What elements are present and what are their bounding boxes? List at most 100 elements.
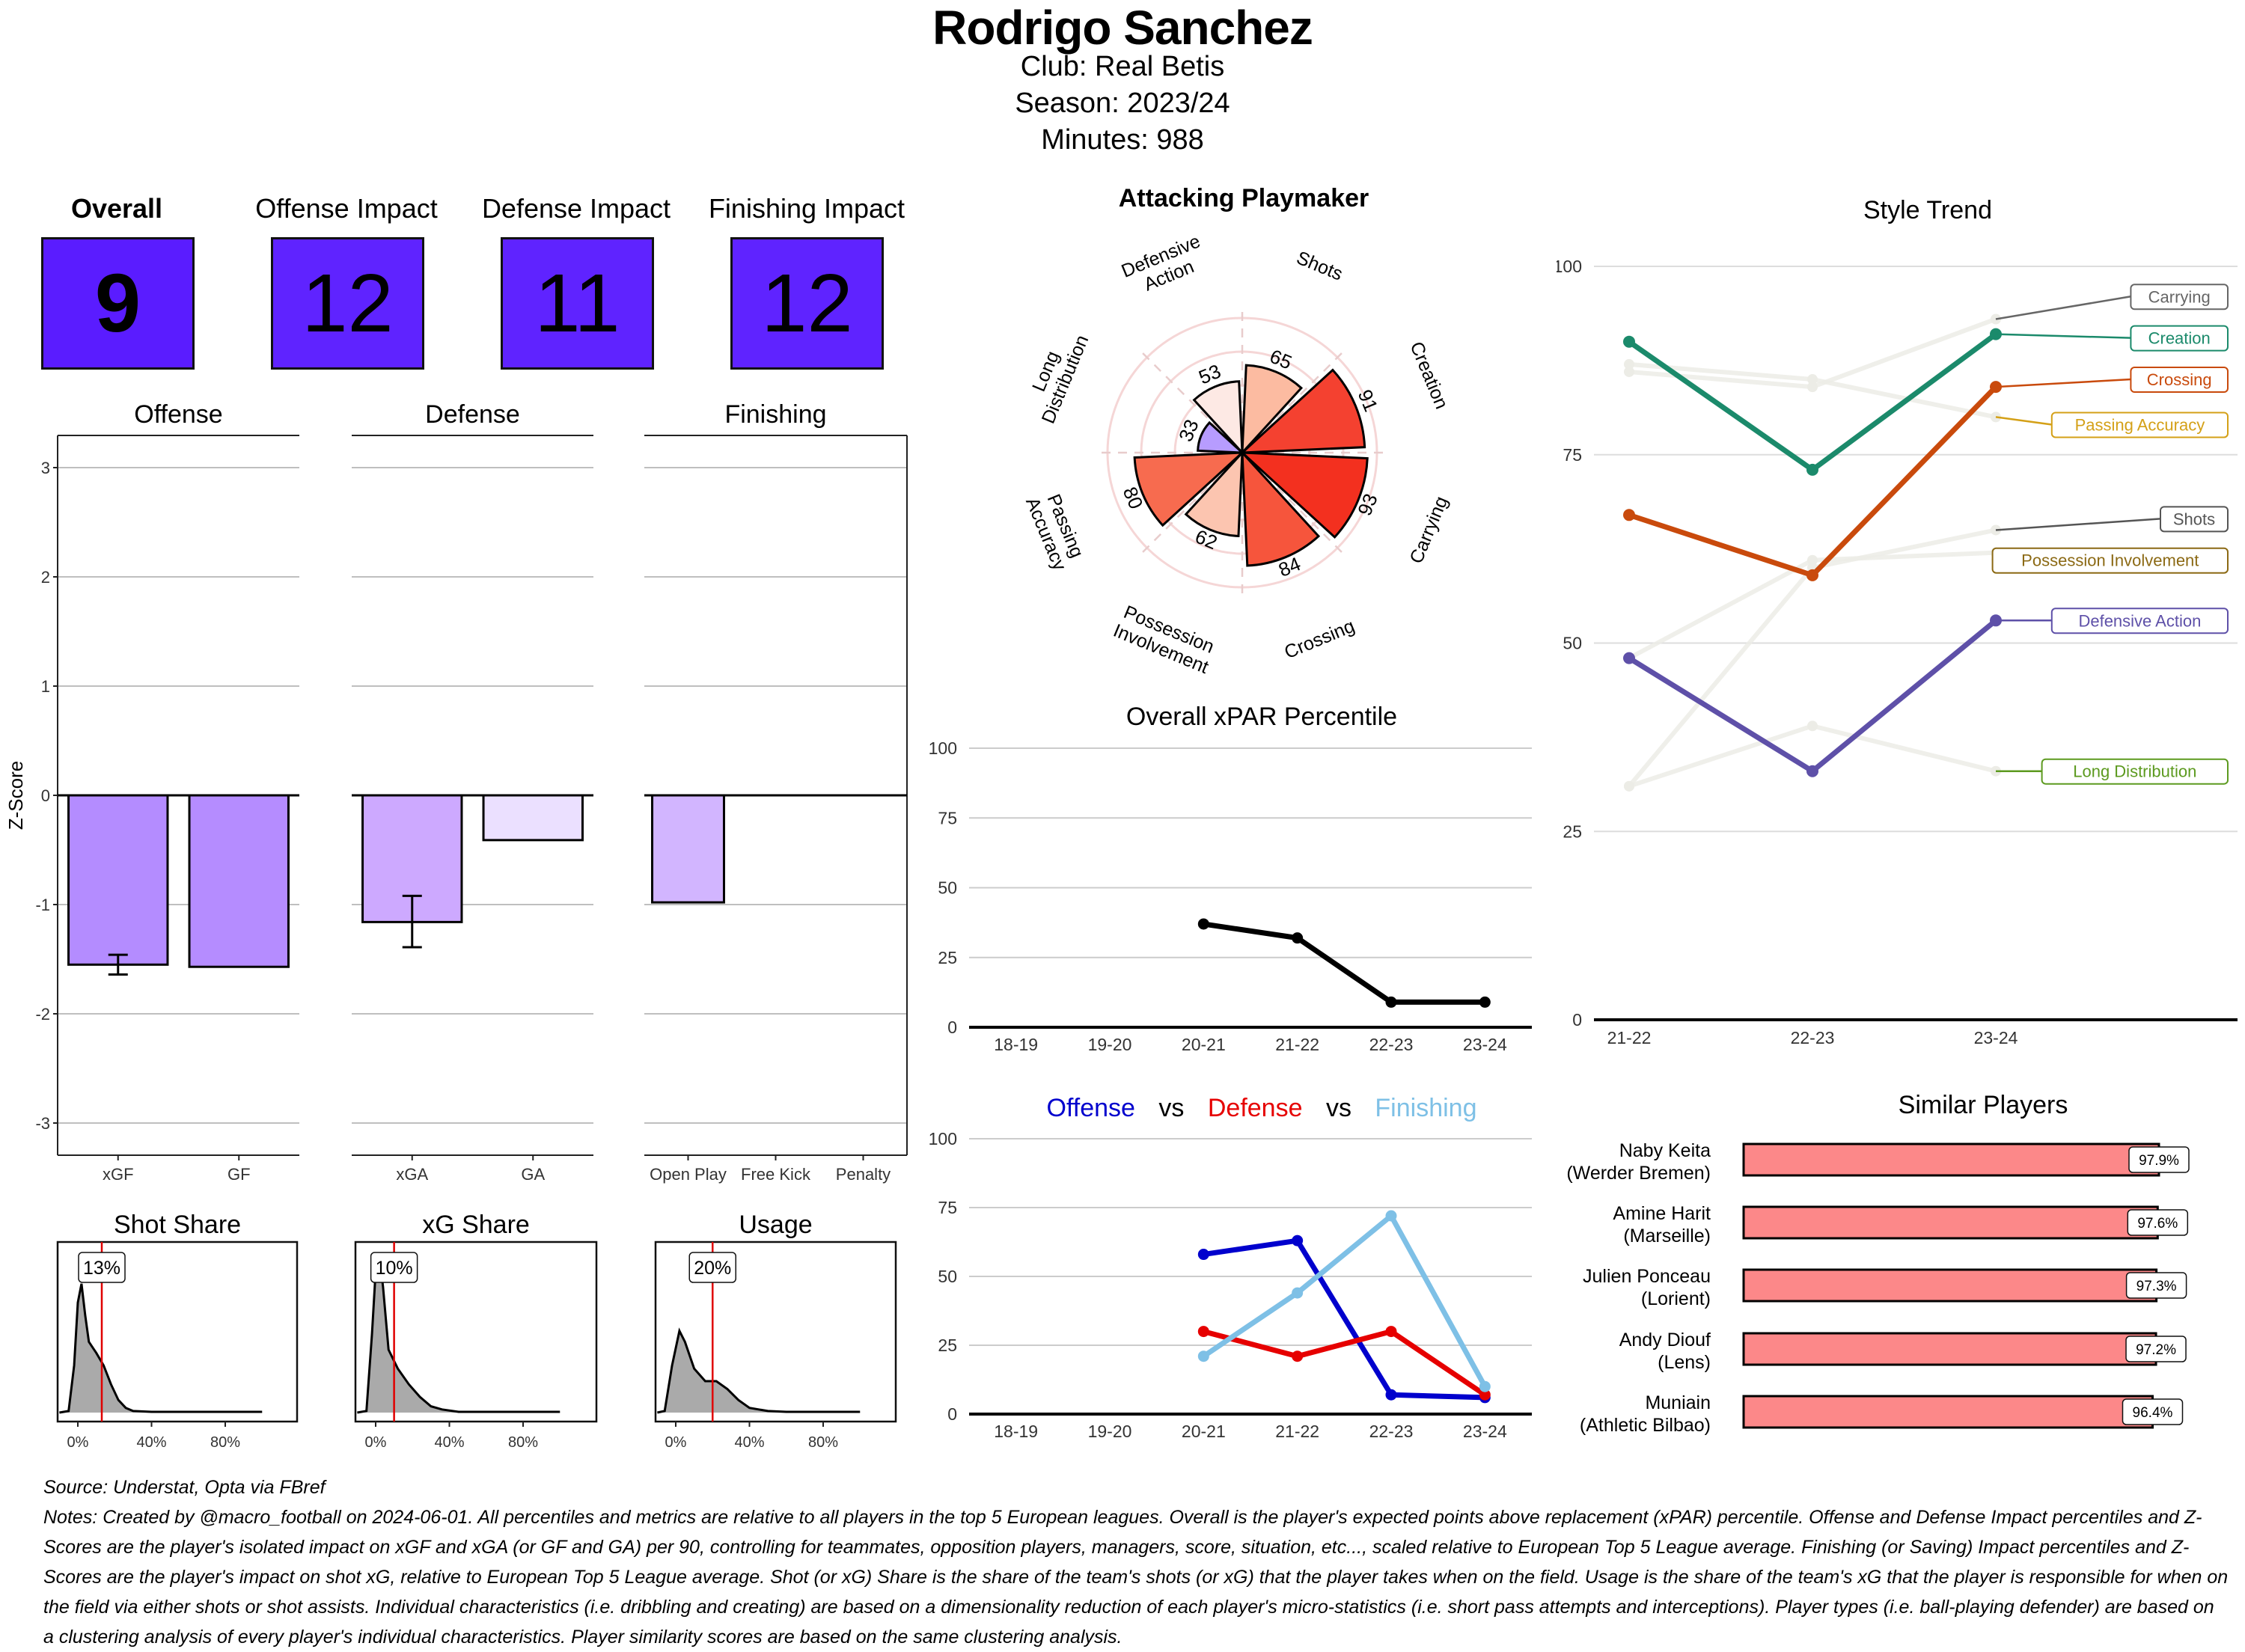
label-leader-line: [1995, 416, 2052, 426]
radar-category-label: LongDistribution: [1018, 324, 1093, 426]
zscore-panel-offense: Offense 3 2 1 0 -1 -2 -3 xGF GF: [35, 400, 299, 1184]
y-tick-label: 50: [938, 878, 957, 898]
style-point: [1806, 463, 1818, 476]
style-trend-chart: Style Trend 0 25 50 75 100 21-22 22-23 23-24 Car…: [1557, 196, 2238, 1047]
x-tick-label: 20-21: [1182, 1035, 1226, 1054]
zscore-y-axis-label: Z-Score: [4, 761, 27, 830]
data-point: [1197, 1249, 1209, 1261]
player-marker-label-box: [688, 1252, 736, 1283]
style-point: [1623, 652, 1635, 664]
y-tick-label: 25: [938, 1336, 957, 1355]
style-series-defensive-action: Defensive Action: [1623, 608, 2229, 777]
player-marker-label-box: [78, 1252, 126, 1283]
player-marker-label: 20%: [694, 1258, 731, 1279]
x-tick-label: 0%: [67, 1434, 89, 1451]
similar-players-chart: Similar Players Naby Keita(Werder Bremen…: [1566, 1091, 2190, 1436]
xpar-title: Overall xPAR Percentile: [1126, 703, 1397, 731]
similarity-bar: [1742, 1142, 2160, 1177]
y-tick-label: 75: [938, 1198, 957, 1217]
y-tick-label: -1: [35, 896, 50, 914]
radar-wedge-carrying: [1238, 451, 1369, 539]
player-marker-label: 10%: [376, 1258, 413, 1279]
x-tick-label: 18-19: [994, 1422, 1038, 1441]
player-name: Rodrigo Sanchez: [932, 1, 1313, 55]
odf-title-finishing: Finishing: [1375, 1094, 1476, 1122]
radar-wedge-possession-involvement: [1184, 449, 1244, 538]
style-series-shots: Shots: [1624, 506, 2229, 792]
y-tick-label: 2: [41, 568, 50, 587]
distribution-title: xG Share: [422, 1211, 530, 1239]
series-label-box: [2130, 284, 2229, 310]
data-point: [1479, 1389, 1491, 1401]
kpi-label-finishing-impact: Finishing Impact: [708, 193, 905, 224]
data-point: [1385, 1326, 1397, 1338]
radar-category-label: Shots: [1293, 247, 1346, 284]
minutes-line: Minutes: 988: [1041, 124, 1204, 156]
player-marker-label-box: [370, 1252, 418, 1283]
odf-title-defense: Defense: [1208, 1094, 1303, 1122]
odf-chart: Offense vs Defense vs Finishing 0 25 50 75 1…: [929, 1094, 1532, 1441]
x-tick-label: 0%: [665, 1434, 687, 1451]
series-line: [1202, 1213, 1488, 1388]
style-point: [1624, 366, 1634, 377]
label-leader-line: [1995, 518, 2161, 531]
style-point: [1807, 554, 1818, 566]
data-point: [1385, 996, 1397, 1008]
similarity-label-box: [2127, 1209, 2189, 1236]
x-tick-label: 19-20: [1088, 1422, 1132, 1441]
x-tick-label: 22-23: [1369, 1035, 1414, 1054]
series-label-box: [2041, 758, 2229, 785]
kpi-card-overall: 9: [41, 237, 195, 370]
y-tick-label: 100: [1557, 257, 1582, 276]
series-label-box: [2130, 325, 2229, 352]
label-leader-line: [1995, 333, 2131, 339]
radar-wedge-crossing: [1241, 449, 1321, 567]
radar-category-label: Crossing: [1281, 616, 1357, 664]
series-label: Possession Involvement: [2021, 551, 2199, 570]
data-point: [1479, 996, 1491, 1008]
similar-player-club: (Lens): [1658, 1352, 1711, 1373]
series-overall-xpar: [1197, 918, 1491, 1008]
x-tick-label: Penalty: [836, 1165, 891, 1184]
y-tick-label: 50: [938, 1267, 957, 1286]
style-point: [1806, 765, 1818, 777]
series-line: [1203, 1329, 1487, 1398]
x-tick-label: 23-24: [1463, 1035, 1507, 1054]
distribution-panel-usage: Usage 20% 0% 40% 80%: [654, 1211, 897, 1451]
similar-players-title: Similar Players: [1899, 1091, 2068, 1119]
data-point: [1385, 1210, 1397, 1222]
series-label: Carrying: [2148, 287, 2211, 306]
distribution-panel-xg-share: xG Share 10% 0% 40% 80%: [354, 1211, 598, 1451]
style-series-passing-accuracy: Passing Accuracy: [1624, 358, 2229, 438]
style-trend-title: Style Trend: [1863, 196, 1992, 224]
y-tick-label: -3: [35, 1114, 50, 1133]
similarity-bar: [1742, 1268, 2158, 1303]
style-point: [1623, 509, 1635, 521]
methodology-notes: Notes: Created by @macro_football on 202…: [43, 1507, 2229, 1648]
series-label: Shots: [2173, 510, 2215, 528]
similar-player-row: Naby Keita(Werder Bremen) 97.9%: [1566, 1140, 2190, 1184]
data-point: [1292, 932, 1304, 944]
series-label-box: [2130, 367, 2229, 394]
series-line: [1203, 921, 1485, 1005]
similarity-label: 97.6%: [2137, 1216, 2178, 1232]
style-series-long-distribution: Long Distribution: [1624, 721, 2229, 792]
similarity-label: 97.9%: [2139, 1153, 2179, 1169]
series-label: Long Distribution: [2073, 762, 2196, 781]
radar-category-label: Carrying: [1405, 493, 1452, 566]
similar-player-name: Julien Ponceau: [1583, 1266, 1711, 1287]
zscore-bar: [188, 794, 290, 968]
y-tick-label: 25: [938, 948, 957, 967]
style-point: [1624, 358, 1634, 370]
distribution-title: Shot Share: [114, 1211, 241, 1239]
xpar-chart: Overall xPAR Percentile 0 25 50 75 100 18-19 1…: [929, 703, 1532, 1054]
x-tick-label: GF: [227, 1165, 251, 1184]
data-point: [1197, 1326, 1209, 1338]
distribution-charts: Shot Share 13% 0% 40% 80% xG Share 10% 0% 40% 80%…: [56, 1211, 897, 1451]
similar-player-name: Naby Keita: [1619, 1140, 1711, 1161]
style-line: [1627, 331, 1998, 473]
series-finishing: [1197, 1210, 1491, 1392]
series-label-box: [2160, 506, 2229, 533]
similarity-label-box: [2125, 1272, 2187, 1299]
x-tick-label: 20-21: [1182, 1422, 1226, 1441]
